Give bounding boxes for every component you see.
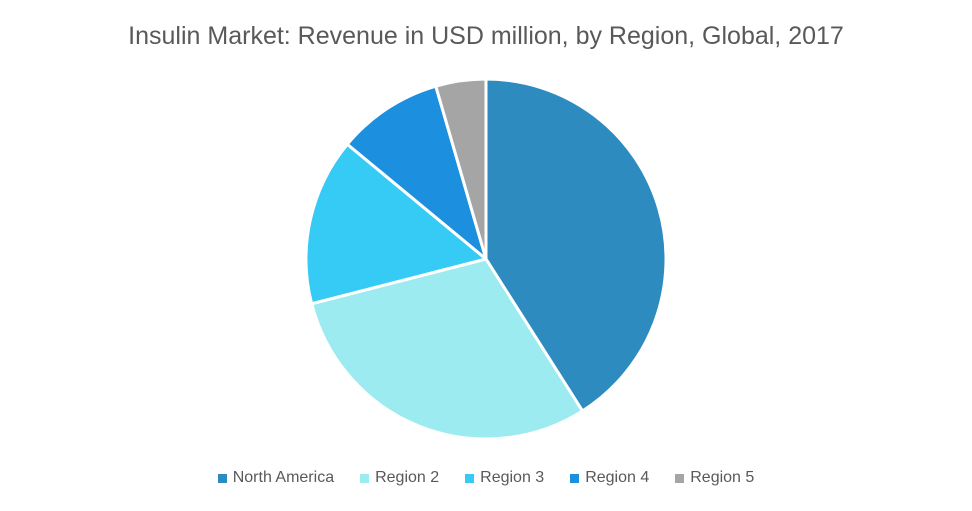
legend-label-region-3: Region 3 [480, 469, 545, 486]
pie-slices [304, 77, 668, 441]
legend-swatch-region-4 [570, 473, 580, 483]
legend-item-region-3: Region 3 [465, 469, 544, 487]
pie-slice-region-4 [345, 84, 488, 261]
legend-label-north-america: North America [232, 469, 335, 486]
chart-title: Insulin Market: Revenue in USD million, … [128, 22, 844, 50]
legend-item-region-2: Region 2 [360, 469, 439, 487]
legend-label-region-2: Region 2 [375, 469, 440, 486]
legend-swatch-region-3 [465, 473, 475, 483]
legend-label-region-5: Region 5 [690, 469, 755, 486]
chart-legend: North America Region 2 Region 3 Region 4… [0, 469, 972, 487]
legend-swatch-north-america [217, 473, 227, 483]
legend-label-region-4: Region 4 [585, 469, 650, 486]
legend-item-north-america: North America [217, 469, 335, 487]
legend-item-region-5: Region 5 [675, 469, 754, 487]
legend-item-region-4: Region 4 [570, 469, 649, 487]
legend-swatch-region-2 [360, 473, 370, 483]
pie-slice-region-3 [304, 142, 488, 306]
legend-swatch-region-5 [675, 473, 685, 483]
pie-slice-region-5 [434, 77, 488, 261]
pie-slice-region-2 [310, 257, 584, 441]
